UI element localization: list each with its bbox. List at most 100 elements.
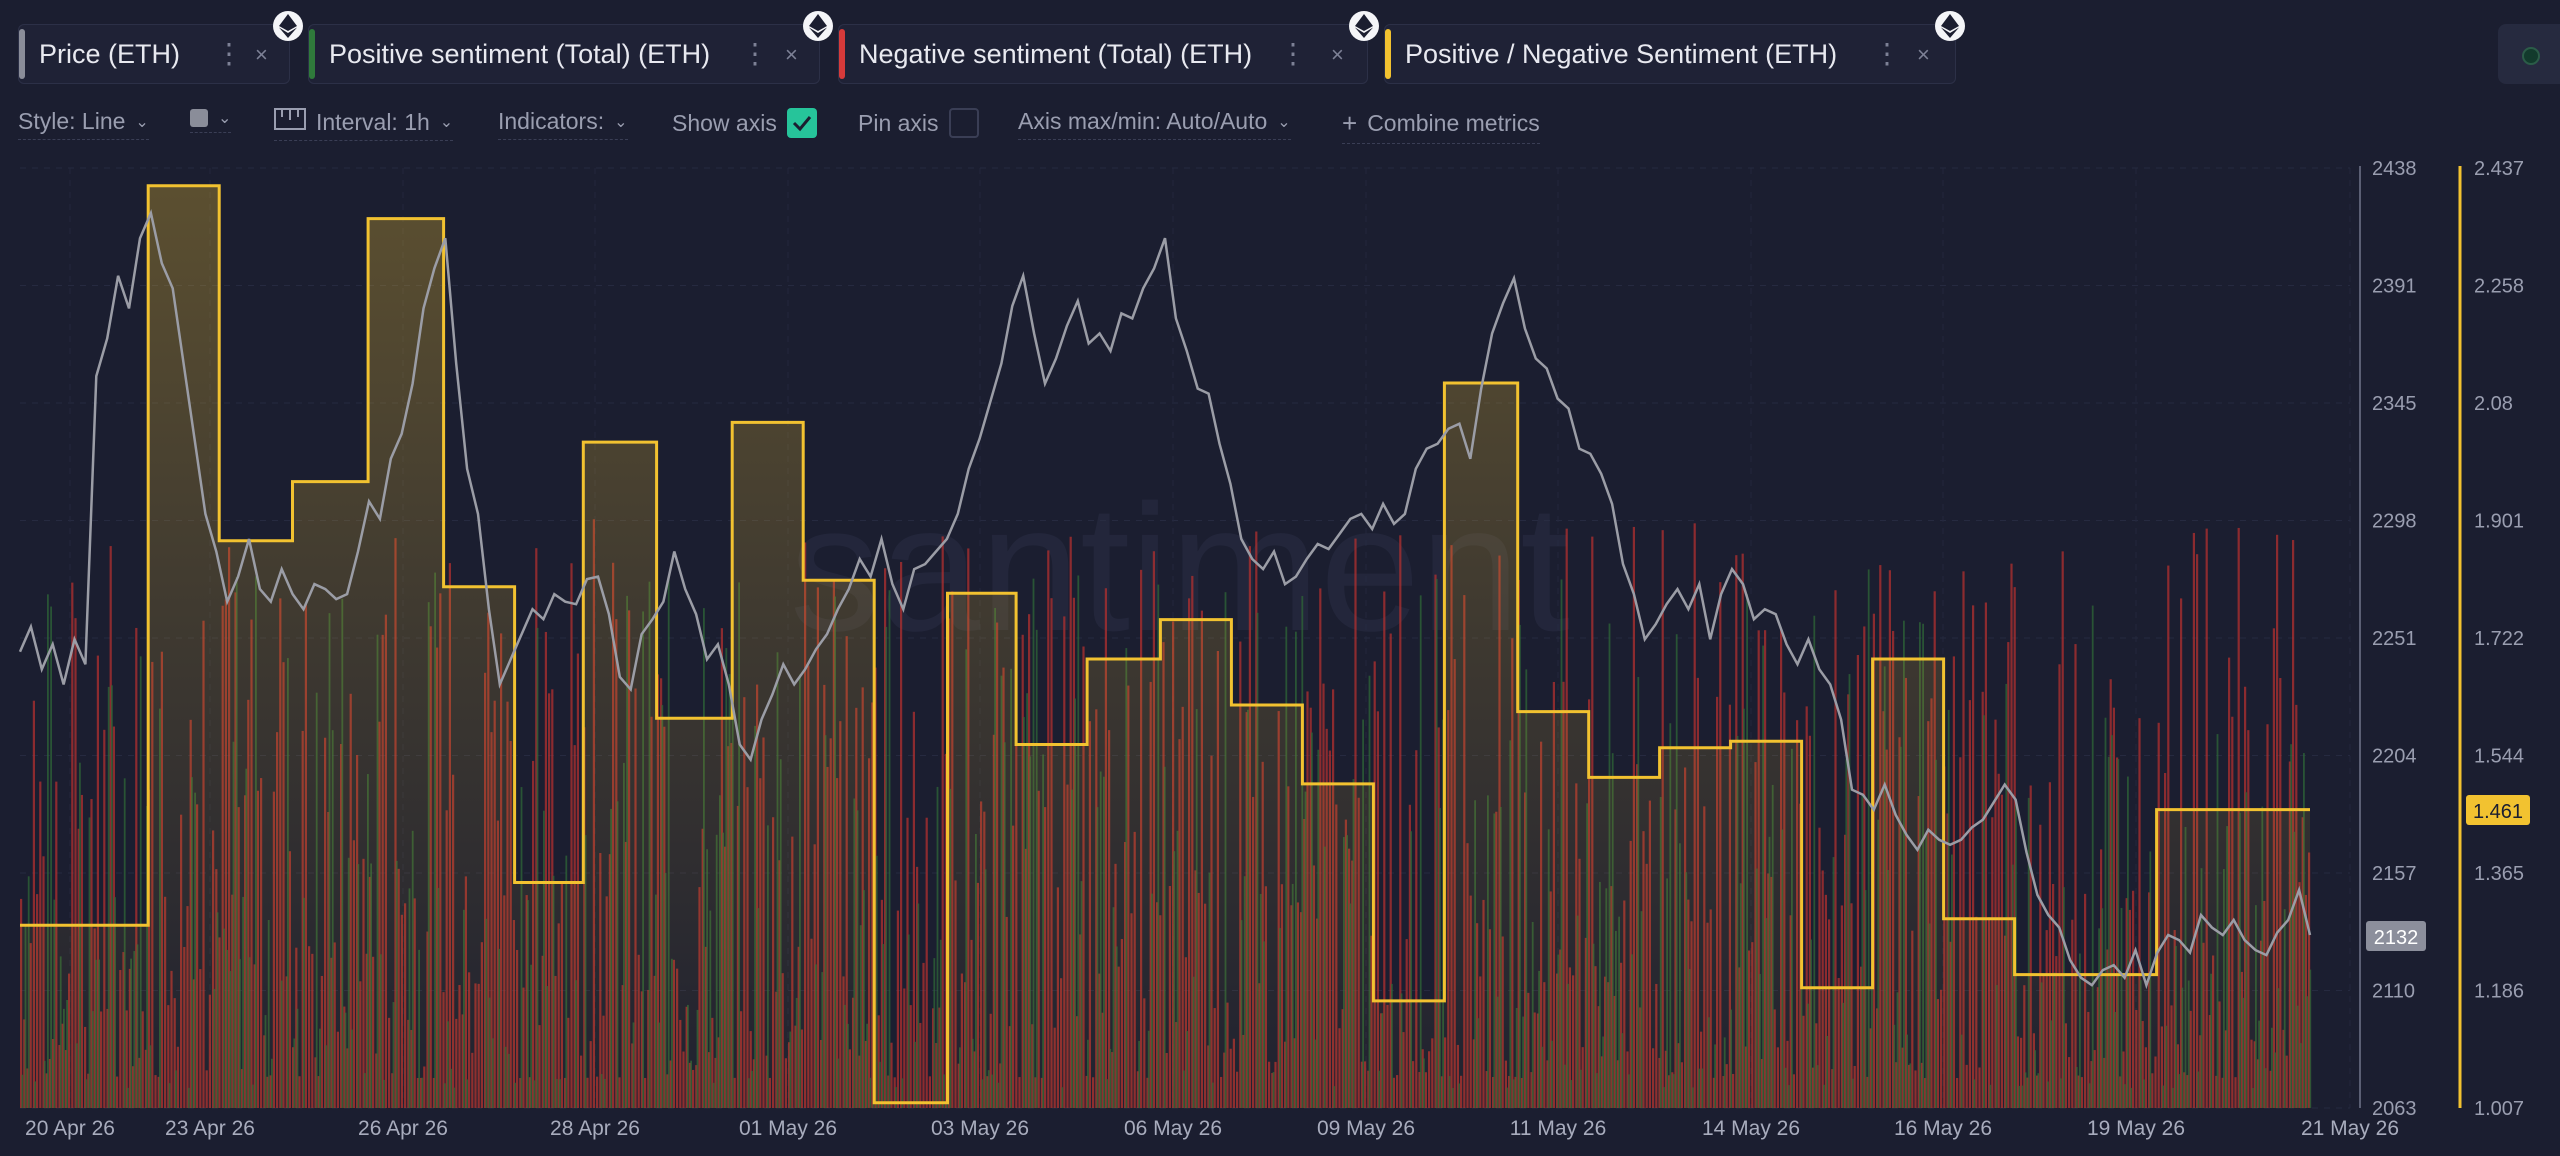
negative-sentiment-bar — [535, 548, 538, 1108]
chevron-down-icon: ⌄ — [439, 114, 454, 131]
positive-sentiment-bar — [888, 590, 891, 1108]
price-tick-label: 2157 — [2372, 863, 2417, 885]
negative-sentiment-bar — [1808, 735, 1811, 1108]
negative-sentiment-bar — [135, 627, 138, 1108]
positive-sentiment-bar — [1832, 857, 1835, 1108]
status-button[interactable] — [2498, 24, 2560, 84]
close-icon[interactable]: × — [1331, 42, 1344, 67]
negative-sentiment-bar — [1844, 834, 1847, 1108]
tab-price[interactable]: Price (ETH) ⋮ × — [18, 11, 303, 84]
negative-sentiment-bar — [1981, 691, 1984, 1108]
close-icon[interactable]: × — [255, 42, 268, 67]
negative-sentiment-bar — [1962, 571, 1965, 1108]
positive-sentiment-bar — [2104, 717, 2107, 1108]
close-icon[interactable]: × — [785, 42, 798, 67]
negative-sentiment-bar — [935, 1043, 938, 1108]
x-tick-label: 26 Apr 26 — [358, 1117, 448, 1140]
axis-minmax-label: Axis max/min: Auto/Auto — [1018, 108, 1268, 134]
pin-axis-label: Pin axis — [858, 109, 939, 136]
negative-sentiment-bar — [32, 700, 35, 1108]
negative-sentiment-bar — [900, 561, 903, 1108]
color-swatch-icon — [190, 109, 208, 127]
ratio-tick-label: 2.08 — [2474, 393, 2513, 415]
positive-sentiment-bar — [933, 958, 936, 1108]
price-tick-label: 2345 — [2372, 393, 2417, 415]
negative-sentiment-bar — [1383, 591, 1386, 1108]
price-tick-label: 2251 — [2372, 628, 2417, 650]
ethereum-icon — [803, 11, 833, 41]
ratio-series-line — [20, 184, 2310, 1105]
positive-sentiment-bar — [111, 685, 113, 1108]
more-icon[interactable]: ⋮ — [1279, 38, 1307, 69]
positive-sentiment-bar — [2117, 759, 2120, 1108]
show-axis-label: Show axis — [672, 109, 777, 136]
pin-axis-toggle[interactable]: Pin axis — [858, 108, 979, 142]
negative-sentiment-bar — [1968, 700, 1971, 1108]
negative-sentiment-bar — [880, 899, 883, 1108]
positive-sentiment-bar — [107, 686, 110, 1108]
color-select[interactable]: ⌄ — [190, 108, 232, 133]
tab-label: Negative sentiment (Total) (ETH) — [859, 38, 1253, 69]
positive-sentiment-bar — [2005, 683, 2008, 1108]
negative-sentiment-bar — [903, 988, 906, 1108]
price-current-value: 2132 — [2374, 927, 2419, 949]
negative-sentiment-bar — [941, 536, 944, 1108]
status-dot-icon — [2522, 47, 2540, 65]
ethereum-icon — [273, 11, 303, 41]
positive-sentiment-bar — [1813, 615, 1816, 1108]
negative-sentiment-bar — [916, 866, 919, 1108]
more-icon[interactable]: ⋮ — [741, 38, 769, 69]
negative-sentiment-bar — [2138, 718, 2141, 1108]
tab-pos-neg-ratio[interactable]: Positive / Negative Sentiment (ETH) ⋮ × — [1384, 11, 1965, 84]
negative-sentiment-bar — [893, 1077, 896, 1108]
pin-axis-checkbox[interactable] — [948, 108, 979, 138]
show-axis-checkbox[interactable] — [786, 108, 817, 138]
positive-sentiment-bar — [1848, 674, 1851, 1108]
interval-select[interactable]: Interval: 1h ⌄ — [274, 108, 454, 141]
positive-sentiment-bar — [1983, 715, 1985, 1108]
positive-sentiment-bar — [907, 934, 910, 1108]
ratio-tick-label: 1.722 — [2474, 628, 2524, 650]
price-axis: 2438 2391 2345 2298 2251 2204 2157 2110 2063 — [2372, 158, 2417, 1120]
positive-sentiment-bar — [895, 1087, 897, 1108]
negative-sentiment-bar — [570, 563, 573, 1108]
indicators-select[interactable]: Indicators: ⌄ — [498, 108, 628, 140]
chevron-down-icon: ⌄ — [1277, 113, 1291, 131]
negative-sentiment-bar — [2116, 757, 2119, 1108]
show-axis-toggle[interactable]: Show axis — [672, 108, 817, 142]
positive-sentiment-bar — [914, 1041, 916, 1108]
negative-sentiment-bar — [2013, 587, 2016, 1108]
more-icon[interactable]: ⋮ — [215, 38, 243, 69]
ratio-tick-label: 1.007 — [2474, 1098, 2524, 1120]
negative-sentiment-bar — [938, 1007, 941, 1108]
x-tick-label: 14 May 26 — [1702, 1117, 1800, 1140]
x-tick-label: 20 Apr 26 — [25, 1117, 115, 1140]
positive-sentiment-bar — [917, 903, 920, 1108]
positive-sentiment-bar — [2309, 969, 2312, 1108]
ratio-tick-label: 1.365 — [2474, 863, 2524, 885]
negative-sentiment-bar — [1952, 656, 1955, 1108]
positive-sentiment-bar — [1867, 569, 1870, 1108]
negative-sentiment-bar — [890, 1042, 893, 1108]
positive-sentiment-bar — [1439, 807, 1441, 1108]
close-icon[interactable]: × — [1917, 42, 1930, 67]
axis-minmax-select[interactable]: Axis max/min: Auto/Auto ⌄ — [1018, 108, 1291, 140]
positive-sentiment-bar — [1861, 793, 1864, 1108]
negative-sentiment-bar — [896, 910, 899, 1108]
style-select[interactable]: Style: Line ⌄ — [18, 108, 149, 140]
ratio-current-value: 1.461 — [2473, 801, 2523, 823]
chevron-down-icon: ⌄ — [614, 113, 628, 131]
chart[interactable]: santiment 243823912345229822512204215721… — [0, 150, 2560, 1156]
ratio-axis: 2.437 2.258 2.08 1.901 1.722 1.544 1.365 1.186 1… — [2474, 158, 2524, 1120]
tab-positive-sentiment[interactable]: Positive sentiment (Total) (ETH) ⋮ × — [308, 11, 833, 84]
combine-metrics-button[interactable]: + Combine metrics — [1342, 108, 1540, 144]
positive-sentiment-bar — [943, 1074, 945, 1108]
tab-negative-sentiment[interactable]: Negative sentiment (Total) (ETH) ⋮ × — [838, 11, 1379, 84]
ratio-tick-label: 2.258 — [2474, 276, 2524, 298]
tab-color-bar — [19, 29, 25, 79]
positive-sentiment-bar — [2111, 735, 2113, 1108]
price-tick-label: 2438 — [2372, 158, 2417, 180]
more-icon[interactable]: ⋮ — [1873, 38, 1901, 69]
positive-sentiment-bar — [936, 786, 939, 1108]
chevron-down-icon: ⌄ — [218, 110, 232, 127]
